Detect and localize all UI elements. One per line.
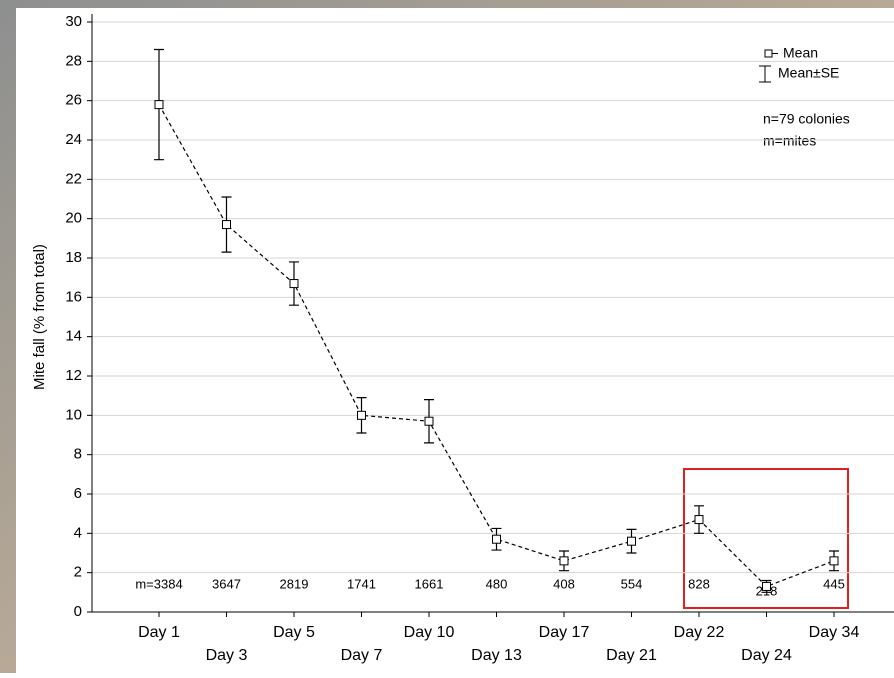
mean-marker bbox=[694, 515, 704, 525]
annotation: m=mites bbox=[763, 133, 816, 149]
highlight-box bbox=[683, 468, 849, 609]
x-tick-label: Day 7 bbox=[341, 647, 383, 664]
y-tick-label: 26 bbox=[65, 92, 82, 109]
x-tick-label: Day 1 bbox=[138, 624, 180, 641]
series-line bbox=[158, 104, 835, 588]
mite-count: 408 bbox=[553, 576, 575, 591]
legend-marker bbox=[764, 49, 773, 58]
y-tick-label: 22 bbox=[65, 170, 82, 187]
y-tick-label: 16 bbox=[65, 288, 82, 305]
mean-marker bbox=[289, 279, 299, 289]
mean-marker bbox=[222, 220, 231, 230]
x-tick-label: Day 21 bbox=[606, 647, 657, 664]
x-tick-label: Day 24 bbox=[741, 647, 792, 664]
mean-marker bbox=[424, 416, 434, 426]
legend-label: Mean±SE bbox=[778, 65, 839, 81]
annotation: n=79 colonies bbox=[763, 111, 850, 127]
mean-marker bbox=[492, 534, 501, 544]
y-tick-label: 8 bbox=[74, 446, 82, 463]
mean-marker bbox=[154, 100, 164, 110]
mean-marker bbox=[762, 581, 771, 591]
y-tick-label: 0 bbox=[74, 603, 82, 620]
mean-marker bbox=[829, 556, 839, 566]
legend-label: Mean bbox=[783, 45, 818, 61]
y-tick-label: 12 bbox=[65, 367, 82, 384]
mite-count: 445 bbox=[823, 576, 845, 591]
mite-count: m=3384 bbox=[135, 576, 182, 591]
x-tick-label: Day 5 bbox=[273, 624, 315, 641]
mite-count: 554 bbox=[621, 576, 643, 591]
x-tick-label: Day 34 bbox=[809, 624, 860, 641]
mean-marker bbox=[357, 410, 366, 420]
y-tick-label: 6 bbox=[74, 485, 82, 502]
y-tick-label: 2 bbox=[74, 564, 82, 581]
mite-count: 3647 bbox=[212, 576, 241, 591]
y-tick-label: 20 bbox=[65, 210, 82, 227]
legend-error bbox=[759, 65, 771, 83]
mite-count: 828 bbox=[688, 576, 710, 591]
mean-marker bbox=[627, 536, 636, 546]
y-tick-label: 18 bbox=[65, 249, 82, 266]
y-tick-label: 30 bbox=[65, 13, 82, 30]
y-tick-label: 14 bbox=[65, 328, 82, 345]
x-tick-label: Day 3 bbox=[206, 647, 248, 664]
chart-panel bbox=[16, 8, 894, 673]
x-tick-label: Day 13 bbox=[471, 647, 522, 664]
x-tick-label: Day 17 bbox=[539, 624, 590, 641]
x-tick-label: Day 10 bbox=[404, 624, 455, 641]
mite-count: 480 bbox=[486, 576, 508, 591]
y-tick-label: 24 bbox=[65, 131, 82, 148]
mite-count: 1661 bbox=[415, 576, 444, 591]
y-tick-label: 4 bbox=[74, 524, 82, 541]
y-tick-label: 10 bbox=[65, 406, 82, 423]
mite-count: 2819 bbox=[280, 576, 309, 591]
x-tick-label: Day 22 bbox=[674, 624, 725, 641]
mean-marker bbox=[559, 556, 569, 566]
y-tick-label: 28 bbox=[65, 52, 82, 69]
y-axis-label: Mite fall (% from total) bbox=[31, 244, 48, 390]
mite-count: 1741 bbox=[347, 576, 376, 591]
